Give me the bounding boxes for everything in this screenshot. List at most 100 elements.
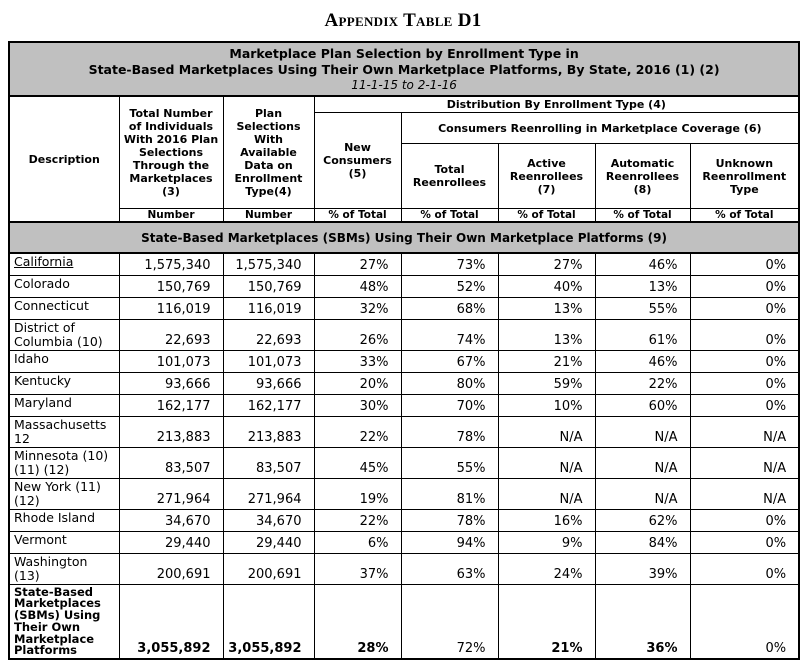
cell-total: 34,670 [118, 508, 224, 532]
table-row-connecticut: Connecticut 116,019 116,019 32% 68% 13% … [8, 296, 800, 320]
cell-total: 150,769 [118, 274, 224, 298]
table-row-rhode-island: Rhode Island 34,670 34,670 22% 78% 16% 6… [8, 508, 800, 532]
table-row-minnesota: Minnesota (10) (11) (12) 83,507 83,507 4… [8, 446, 800, 479]
state-name-cell: Idaho [8, 349, 120, 373]
cell-total: 83,507 [118, 446, 224, 479]
table-row-maryland: Maryland 162,177 162,177 30% 70% 10% 60%… [8, 393, 800, 417]
section-header-row: State-Based Marketplaces (SBMs) Using Th… [8, 221, 800, 254]
state-name-cell: Vermont [8, 530, 120, 554]
header-row-1: Description Total Number of Individuals … [8, 95, 800, 223]
state-name-cell: California [8, 252, 120, 276]
cell-reenroll-pct: 81% [400, 477, 499, 510]
cell-available: 200,691 [222, 552, 315, 585]
cell-automatic-pct: 62% [594, 508, 691, 532]
table-row-colorado: Colorado 150,769 150,769 48% 52% 40% 13%… [8, 274, 800, 298]
cell-available: 22,693 [222, 318, 315, 351]
col-header-unknown-reenrollment: Unknown Reenrollment Type [689, 143, 800, 209]
cell-automatic-pct: 55% [594, 296, 691, 320]
col-group-distribution: Distribution By Enrollment Type (4) [313, 95, 800, 113]
col-header-new-consumers: New Consumers (5) [313, 112, 402, 209]
state-name-cell: Kentucky [8, 371, 120, 395]
cell-automatic-pct: N/A [594, 477, 691, 510]
cell-unknown-pct: 0% [689, 318, 800, 351]
cell-total: 29,440 [118, 530, 224, 554]
cell-new-pct: 33% [313, 349, 402, 373]
cell-unknown-pct: 0% [689, 552, 800, 585]
cell-unknown-pct: 0% [689, 508, 800, 532]
total-row-label: State-Based Marketplaces (SBMs) Using Th… [8, 583, 120, 660]
cell-total: 93,666 [118, 371, 224, 395]
cell-new-pct: 45% [313, 446, 402, 479]
cell-active-pct: 10% [497, 393, 596, 417]
col-header-plan-selections: Plan Selections With Available Data on E… [222, 95, 315, 209]
table-row-vermont: Vermont 29,440 29,440 6% 94% 9% 84% 0% [8, 530, 800, 554]
total-cell-active-pct: 21% [497, 583, 596, 660]
cell-new-pct: 27% [313, 252, 402, 276]
cell-total: 116,019 [118, 296, 224, 320]
table-row-idaho: Idaho 101,073 101,073 33% 67% 21% 46% 0% [8, 349, 800, 373]
cell-active-pct: 27% [497, 252, 596, 276]
col-header-description: Description [8, 95, 120, 223]
cell-new-pct: 6% [313, 530, 402, 554]
cell-unknown-pct: 0% [689, 530, 800, 554]
section-header: State-Based Marketplaces (SBMs) Using Th… [8, 221, 800, 254]
cell-automatic-pct: 60% [594, 393, 691, 417]
cell-active-pct: 59% [497, 371, 596, 395]
cell-reenroll-pct: 73% [400, 252, 499, 276]
cell-new-pct: 37% [313, 552, 402, 585]
cell-automatic-pct: 61% [594, 318, 691, 351]
cell-automatic-pct: N/A [594, 415, 691, 448]
cell-active-pct: 40% [497, 274, 596, 298]
cell-total: 22,693 [118, 318, 224, 351]
cell-available: 29,440 [222, 530, 315, 554]
cell-unknown-pct: 0% [689, 349, 800, 373]
cell-unknown-pct: 0% [689, 296, 800, 320]
cell-unknown-pct: 0% [689, 371, 800, 395]
col-header-total-reenrollees: Total Reenrollees [400, 143, 499, 209]
state-link-california[interactable]: California [14, 254, 74, 269]
cell-reenroll-pct: 94% [400, 530, 499, 554]
unit-number-2: Number [222, 208, 315, 223]
cell-unknown-pct: N/A [689, 446, 800, 479]
cell-new-pct: 20% [313, 371, 402, 395]
cell-available: 93,666 [222, 371, 315, 395]
cell-new-pct: 32% [313, 296, 402, 320]
table-title-line2: State-Based Marketplaces Using Their Own… [88, 62, 720, 77]
cell-new-pct: 19% [313, 477, 402, 510]
total-cell-automatic-pct: 36% [594, 583, 691, 660]
table-date-range: 11-1-15 to 2-1-16 [351, 78, 457, 92]
table-row-washington: Washington (13) 200,691 200,691 37% 63% … [8, 552, 800, 585]
state-name-cell: New York (11) (12) [8, 477, 120, 510]
state-name-cell: Rhode Island [8, 508, 120, 532]
header-row-3: Total Reenrollees Active Reenrollees (7)… [9, 143, 800, 209]
cell-automatic-pct: 84% [594, 530, 691, 554]
col-header-total-individuals: Total Number of Individuals With 2016 Pl… [118, 95, 224, 209]
cell-active-pct: 9% [497, 530, 596, 554]
cell-automatic-pct: N/A [594, 446, 691, 479]
cell-total: 213,883 [118, 415, 224, 448]
state-name-cell: District of Columbia (10) [8, 318, 120, 351]
unit-pct-new: % of Total [313, 208, 402, 223]
cell-available: 162,177 [222, 393, 315, 417]
unit-pct-automatic: % of Total [594, 208, 691, 223]
cell-new-pct: 48% [313, 274, 402, 298]
table-row-new-york: New York (11) (12) 271,964 271,964 19% 8… [8, 477, 800, 510]
cell-active-pct: 13% [497, 296, 596, 320]
cell-total: 271,964 [118, 477, 224, 510]
cell-reenroll-pct: 78% [400, 415, 499, 448]
cell-reenroll-pct: 55% [400, 446, 499, 479]
cell-new-pct: 30% [313, 393, 402, 417]
cell-reenroll-pct: 68% [400, 296, 499, 320]
cell-total: 101,073 [118, 349, 224, 373]
state-name-cell: Colorado [8, 274, 120, 298]
cell-new-pct: 22% [313, 508, 402, 532]
cell-reenroll-pct: 63% [400, 552, 499, 585]
cell-total: 200,691 [118, 552, 224, 585]
cell-automatic-pct: 22% [594, 371, 691, 395]
table-title-band: Marketplace Plan Selection by Enrollment… [8, 41, 800, 97]
cell-reenroll-pct: 78% [400, 508, 499, 532]
table-title-line1: Marketplace Plan Selection by Enrollment… [229, 46, 579, 61]
unit-row: Number Number % of Total % of Total % of… [9, 208, 800, 223]
table-row-kentucky: Kentucky 93,666 93,666 20% 80% 59% 22% 0… [8, 371, 800, 395]
cell-reenroll-pct: 52% [400, 274, 499, 298]
